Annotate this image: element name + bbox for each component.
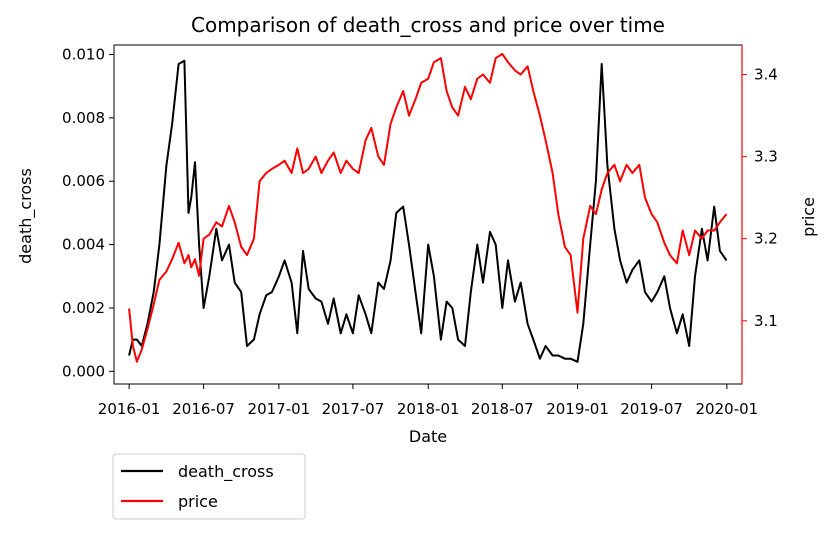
series-line-price [128, 53, 728, 363]
legend: death_cross price [112, 453, 306, 520]
y-left-tick-label: 0.002 [62, 299, 105, 317]
y-right-tick-label: 3.1 [754, 312, 778, 330]
y-left-tick-label: 0.006 [62, 172, 105, 190]
chart-title: Comparison of death_cross and price over… [191, 13, 665, 37]
y-right-axis-ticks: 3.1 3.2 3.3 3.4 [741, 45, 778, 384]
legend-label-price: price [178, 492, 218, 511]
x-tick-label: 2018-01 [397, 400, 460, 418]
y-left-tick-label: 0.004 [62, 236, 105, 254]
x-tick-label: 2016-01 [98, 400, 161, 418]
x-axis-label: Date [409, 427, 447, 446]
legend-label-death-cross: death_cross [178, 462, 274, 482]
x-tick-label: 2017-07 [322, 400, 385, 418]
x-tick-label: 2016-07 [172, 400, 235, 418]
x-tick-label: 2020-01 [696, 400, 759, 418]
y-right-axis-label: price [799, 197, 818, 237]
y-right-tick-label: 3.4 [754, 66, 778, 84]
y-right-tick-label: 3.2 [754, 230, 778, 248]
x-tick-label: 2018-07 [471, 400, 534, 418]
x-tick-label: 2017-01 [248, 400, 311, 418]
series-layer [128, 53, 728, 363]
y-left-axis-label: death_cross [16, 168, 36, 264]
y-left-tick-label: 0.008 [62, 109, 105, 127]
series-line-death-cross [128, 59, 728, 363]
x-axis-ticks: 2016-01 2016-07 2017-01 2017-07 2018-01 2018-… [98, 384, 758, 418]
y-left-tick-label: 0.000 [62, 362, 105, 380]
y-left-axis-ticks: 0.000 0.002 0.004 0.006 0.008 0.010 [62, 46, 114, 380]
y-right-tick-label: 3.3 [754, 148, 778, 166]
x-tick-label: 2019-01 [546, 400, 609, 418]
plot-frame [113, 44, 743, 385]
x-tick-label: 2019-07 [620, 400, 683, 418]
y-left-tick-label: 0.010 [62, 46, 105, 64]
